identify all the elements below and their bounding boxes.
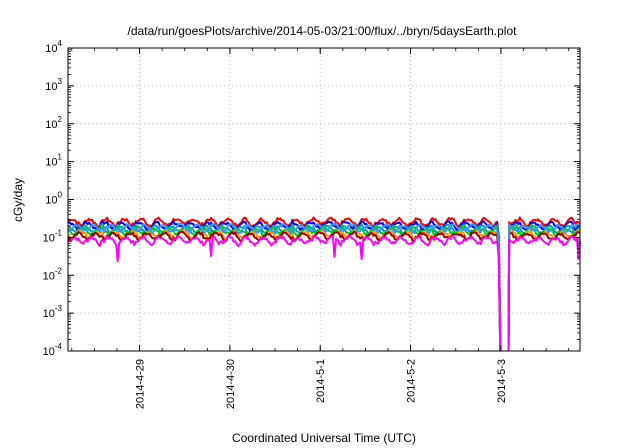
- series-segment: [507, 230, 581, 352]
- ticks: [68, 47, 580, 352]
- series-segment: [67, 222, 502, 352]
- y-tick-label: 104: [45, 39, 62, 55]
- series-segment: [67, 234, 502, 352]
- y-tick-label: 10-1: [43, 228, 63, 244]
- series-group: [67, 216, 581, 352]
- series-line: [67, 222, 581, 352]
- series-segment: [507, 216, 581, 352]
- series-line: [67, 225, 581, 352]
- y-tick-label: 10-3: [43, 304, 63, 320]
- y-tick-label: 100: [45, 191, 62, 207]
- series-line: [67, 234, 581, 352]
- series-line: [67, 220, 581, 352]
- x-tick-label: 2014-5-3: [496, 359, 508, 403]
- x-tick-label: 2014-4-29: [135, 359, 147, 409]
- series-segment: [507, 235, 581, 352]
- y-tick-label: 103: [45, 77, 62, 93]
- y-tick-label: 101: [45, 153, 62, 169]
- x-tick-labels: 2014-4-29 2014-4-30 2014-5-1 2014-5-2 2014-5…: [135, 359, 508, 409]
- series-segment: [507, 229, 581, 352]
- x-tick-label: 2014-5-2: [406, 359, 418, 403]
- y-tick-label: 10-2: [43, 266, 63, 282]
- series-line: [67, 230, 581, 352]
- chart-title: /data/run/goesPlots/archive/2014-05-03/2…: [128, 24, 518, 38]
- series-segment: [67, 220, 502, 352]
- series-segment: [507, 223, 581, 352]
- series-line: [67, 229, 581, 352]
- series-segment: [67, 230, 502, 352]
- series-segment: [507, 223, 581, 352]
- y-tick-labels: 10-4 10-3 10-2 10-1 100 101 102 103 104: [43, 39, 63, 358]
- series-segment: [67, 225, 502, 352]
- y-tick-label: 102: [45, 115, 62, 131]
- grid: [68, 48, 580, 351]
- series-segment: [67, 229, 502, 352]
- x-tick-label: 2014-4-30: [225, 359, 237, 409]
- x-axis-label: Coordinated Universal Time (UTC): [232, 431, 416, 445]
- y-axis-label: cGy/day: [11, 178, 25, 222]
- series-segment: [507, 225, 581, 352]
- y-tick-label: 10-4: [43, 342, 63, 358]
- x-tick-label: 2014-5-1: [315, 359, 327, 403]
